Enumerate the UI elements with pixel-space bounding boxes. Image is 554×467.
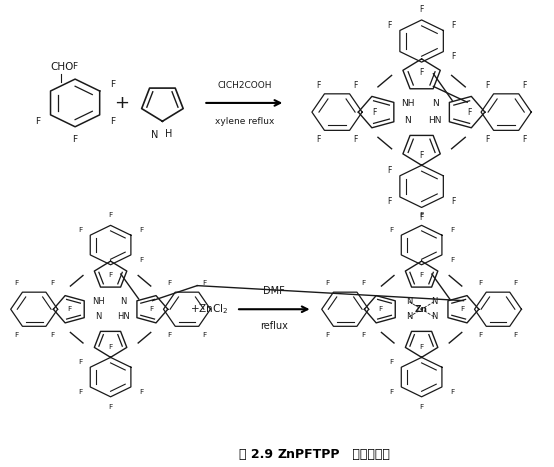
Text: F: F xyxy=(325,332,330,338)
Text: F: F xyxy=(452,21,456,30)
Text: F: F xyxy=(78,389,82,395)
Text: F: F xyxy=(110,117,115,126)
Text: F: F xyxy=(109,404,112,410)
Text: ClCH2COOH: ClCH2COOH xyxy=(217,81,271,90)
Text: F: F xyxy=(389,359,393,365)
Text: F: F xyxy=(73,135,78,144)
Text: F: F xyxy=(35,117,40,126)
Text: F: F xyxy=(167,332,171,338)
Text: F: F xyxy=(14,332,18,338)
Text: ZnPFTPP: ZnPFTPP xyxy=(277,448,340,461)
Text: F: F xyxy=(514,332,518,338)
Text: F: F xyxy=(316,81,321,90)
Text: F: F xyxy=(389,389,393,395)
Text: F: F xyxy=(450,389,454,395)
Text: N: N xyxy=(406,297,412,306)
Text: F: F xyxy=(378,306,383,312)
Text: F: F xyxy=(387,198,392,206)
Text: NH: NH xyxy=(401,99,415,108)
Text: xylene reflux: xylene reflux xyxy=(214,117,274,126)
Text: F: F xyxy=(139,389,143,395)
Text: F: F xyxy=(419,344,424,350)
Text: N: N xyxy=(431,297,437,306)
Text: N: N xyxy=(406,312,412,321)
Text: F: F xyxy=(203,332,207,338)
Text: N: N xyxy=(120,297,126,306)
Text: F: F xyxy=(78,227,82,233)
Text: F: F xyxy=(522,81,527,90)
Text: F: F xyxy=(73,62,78,71)
Text: F: F xyxy=(522,134,527,143)
Text: F: F xyxy=(419,213,424,222)
Text: 的合成线路: 的合成线路 xyxy=(348,448,390,461)
Text: F: F xyxy=(50,280,54,286)
Text: F: F xyxy=(452,52,456,61)
Text: F: F xyxy=(452,198,456,206)
Text: F: F xyxy=(419,151,424,160)
Text: N: N xyxy=(431,312,437,321)
Text: HN: HN xyxy=(117,312,130,321)
Text: F: F xyxy=(109,272,112,278)
Text: F: F xyxy=(353,134,358,143)
Text: F: F xyxy=(50,332,54,338)
Text: F: F xyxy=(419,5,424,14)
Text: F: F xyxy=(485,81,490,90)
Text: F: F xyxy=(139,227,143,233)
Text: F: F xyxy=(361,280,365,286)
Text: F: F xyxy=(389,227,393,233)
Text: F: F xyxy=(78,359,82,365)
Text: F: F xyxy=(139,257,143,263)
Text: 图 2.9: 图 2.9 xyxy=(239,448,277,461)
Text: N: N xyxy=(151,129,158,140)
Text: F: F xyxy=(353,81,358,90)
Text: F: F xyxy=(387,166,392,175)
Text: F: F xyxy=(150,306,153,312)
Text: F: F xyxy=(14,280,18,286)
Text: N: N xyxy=(432,99,439,108)
Text: F: F xyxy=(467,107,471,117)
Text: N: N xyxy=(404,116,411,125)
Text: F: F xyxy=(203,280,207,286)
Text: F: F xyxy=(109,212,112,218)
Text: F: F xyxy=(450,257,454,263)
Text: F: F xyxy=(325,280,330,286)
Text: F: F xyxy=(361,332,365,338)
Text: Zn: Zn xyxy=(415,305,428,314)
Text: +: + xyxy=(114,94,129,112)
Text: F: F xyxy=(167,280,171,286)
Text: F: F xyxy=(419,272,424,278)
Text: CHO: CHO xyxy=(50,62,74,72)
Text: reflux: reflux xyxy=(260,321,288,331)
Text: DMF: DMF xyxy=(263,286,285,297)
Text: F: F xyxy=(419,68,424,77)
Text: F: F xyxy=(387,21,392,30)
Text: F: F xyxy=(478,332,483,338)
Text: F: F xyxy=(316,134,321,143)
Text: F: F xyxy=(450,227,454,233)
Text: +ZnCl$_2$: +ZnCl$_2$ xyxy=(189,302,228,316)
Text: F: F xyxy=(485,134,490,143)
Text: F: F xyxy=(419,212,424,218)
Text: NH: NH xyxy=(91,297,104,306)
Text: F: F xyxy=(109,344,112,350)
Text: F: F xyxy=(478,280,483,286)
Text: F: F xyxy=(419,404,424,410)
Text: H: H xyxy=(165,128,172,139)
Text: F: F xyxy=(110,80,115,89)
Text: F: F xyxy=(372,107,376,117)
Text: F: F xyxy=(68,306,71,312)
Text: F: F xyxy=(460,306,465,312)
Text: N: N xyxy=(95,312,101,321)
Text: HN: HN xyxy=(428,116,442,125)
Text: F: F xyxy=(514,280,518,286)
